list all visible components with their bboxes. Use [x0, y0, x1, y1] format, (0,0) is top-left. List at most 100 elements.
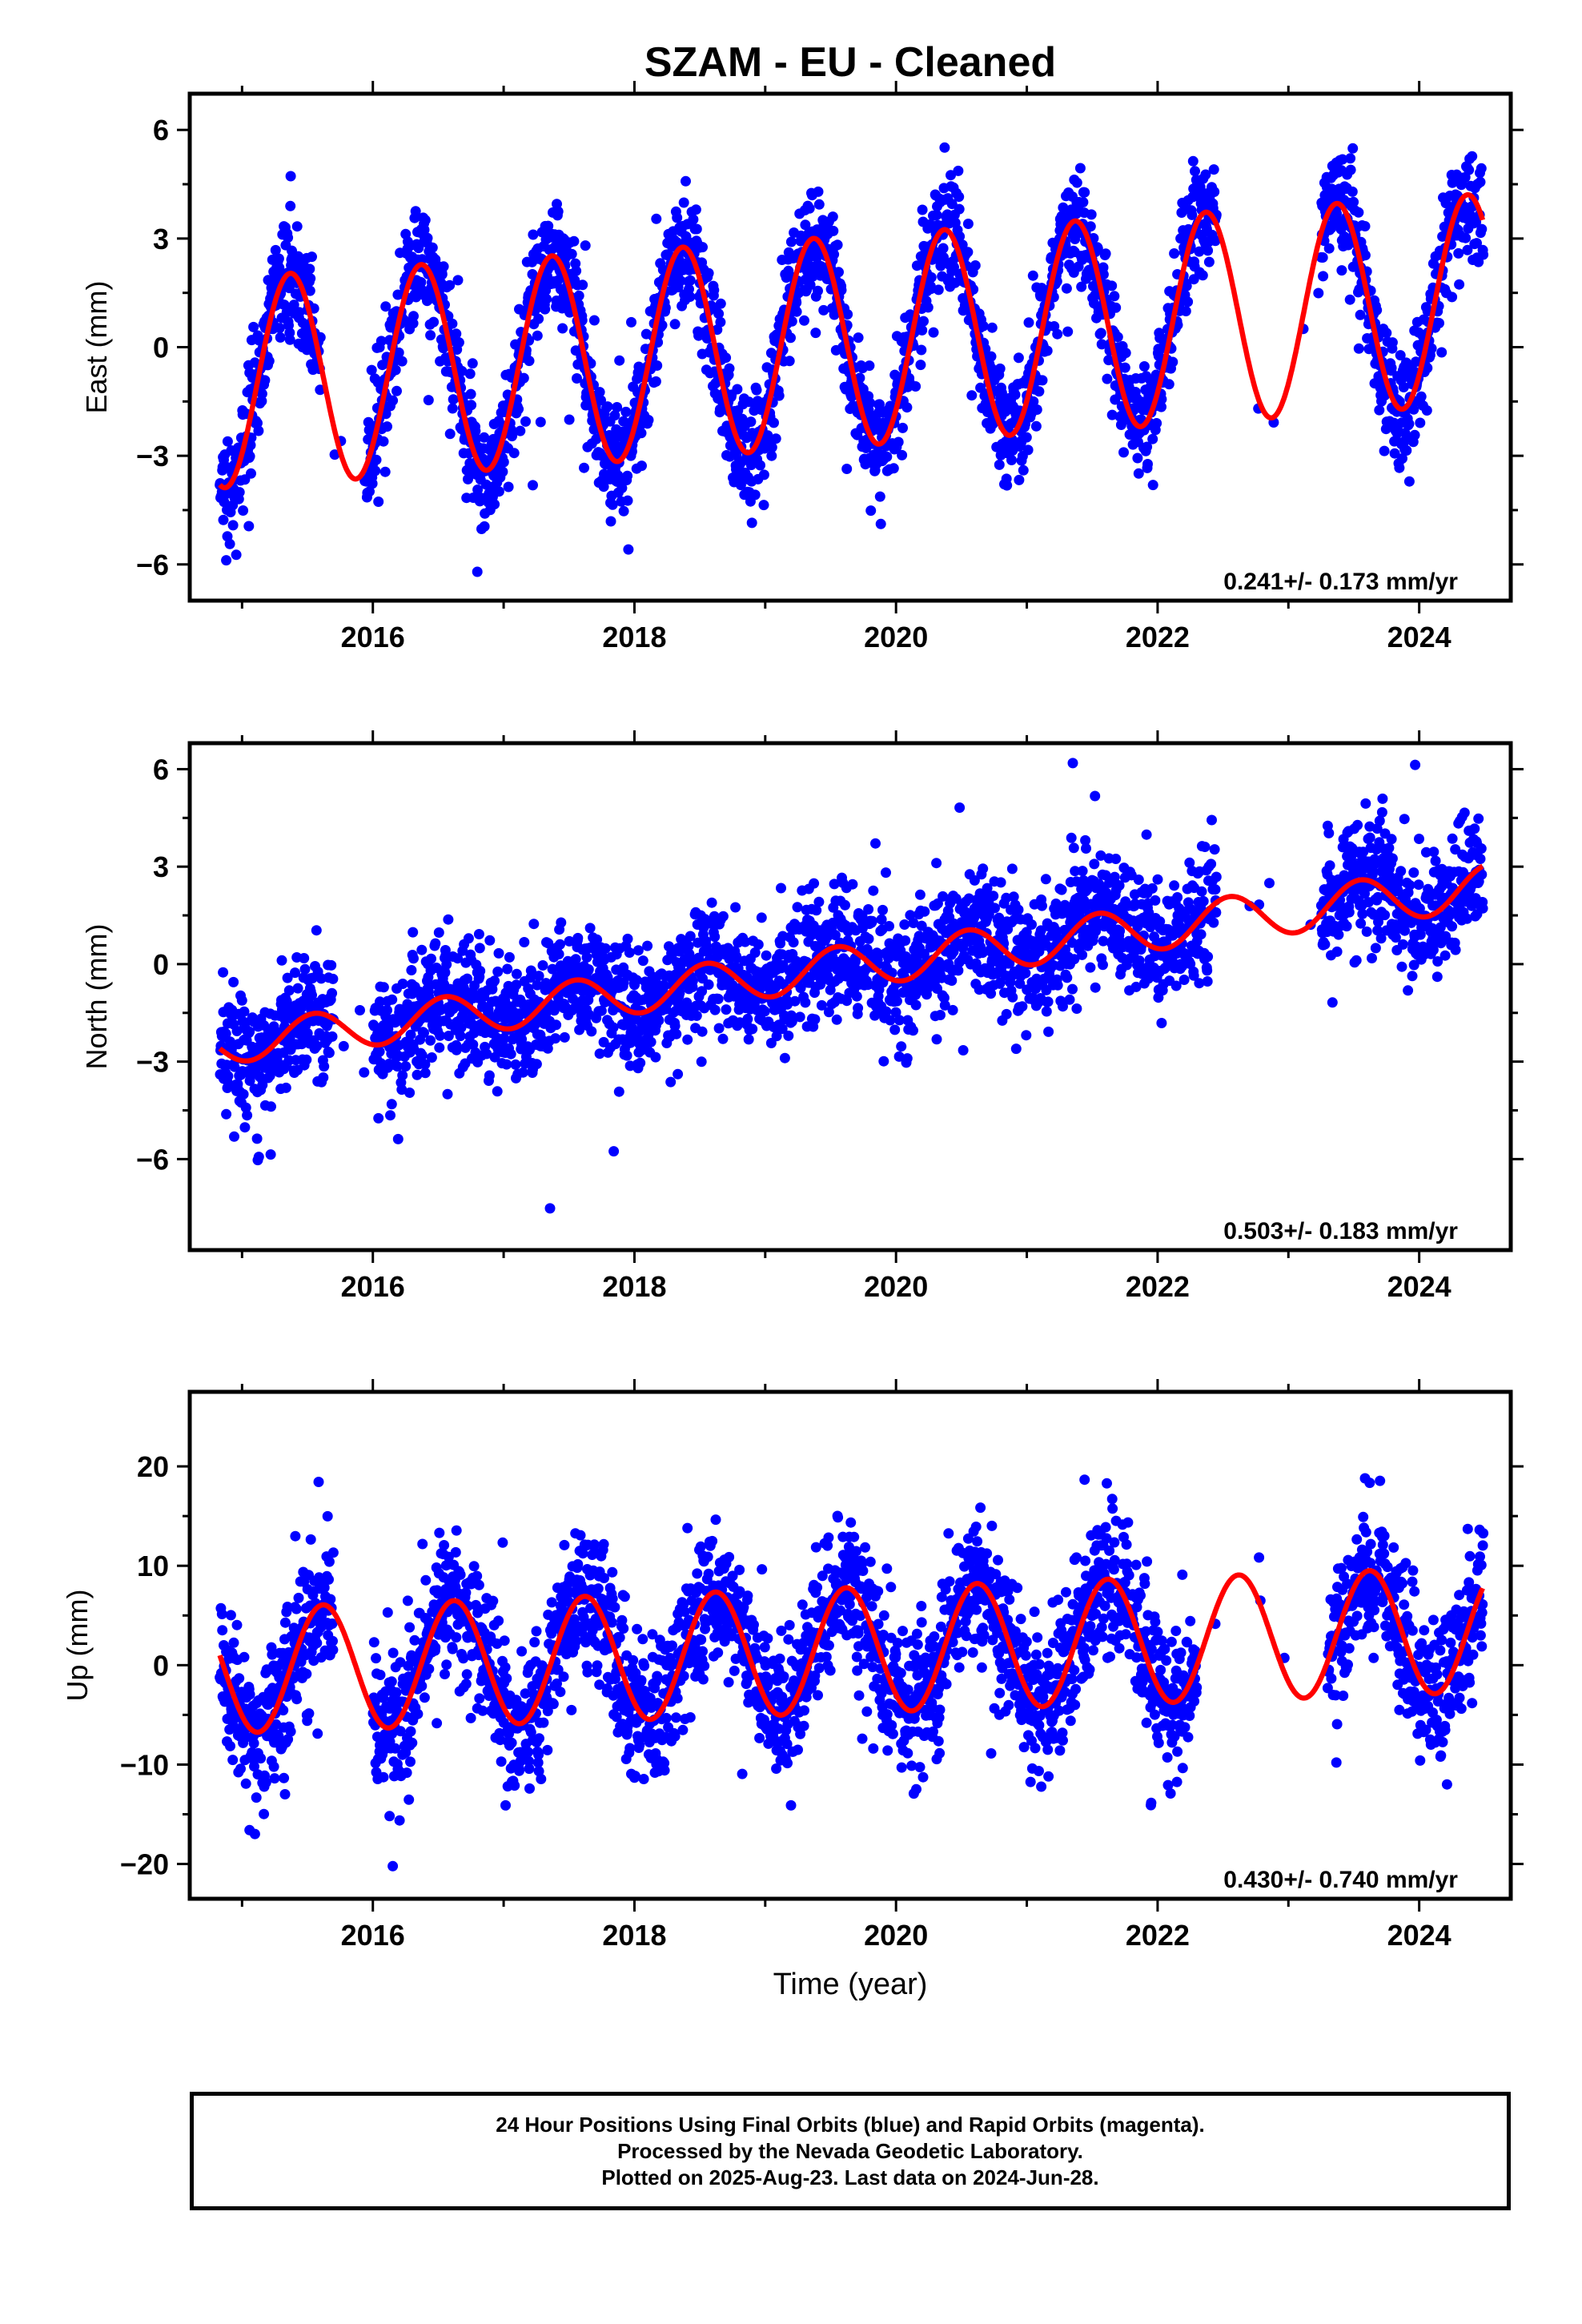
data-point [813, 199, 825, 210]
data-point [307, 251, 317, 263]
data-point [939, 142, 950, 153]
data-point [914, 889, 926, 900]
data-point [555, 939, 565, 950]
data-point [681, 175, 691, 187]
data-point [1085, 221, 1096, 232]
data-point [420, 215, 431, 226]
data-point [564, 414, 575, 425]
data-point [622, 933, 633, 944]
data-point [568, 235, 580, 247]
data-point [962, 219, 974, 229]
data-point [396, 1084, 408, 1096]
data-point [691, 223, 702, 235]
data-point [877, 904, 888, 915]
data-point [532, 979, 543, 991]
data-point [246, 468, 256, 479]
data-point [584, 923, 596, 934]
data-point [833, 267, 844, 278]
data-point [1017, 1001, 1028, 1012]
data-point [220, 1028, 231, 1039]
data-point [935, 1010, 946, 1020]
data-point [327, 973, 339, 984]
data-point [259, 375, 271, 386]
data-point [427, 242, 438, 253]
data-point [665, 1076, 677, 1088]
data-point [231, 1026, 243, 1036]
data-point [531, 1059, 542, 1070]
data-point [1042, 996, 1054, 1007]
data-point [492, 1086, 503, 1097]
data-point [592, 934, 603, 945]
data-point [596, 395, 606, 406]
data-point [1203, 245, 1214, 256]
data-point [1326, 223, 1337, 234]
data-point [1186, 209, 1198, 220]
data-point [799, 315, 809, 326]
data-point [570, 954, 581, 965]
data-point [709, 1004, 721, 1015]
data-point [481, 1048, 492, 1059]
data-point [761, 950, 772, 961]
data-point [1167, 356, 1178, 368]
data-point [497, 466, 508, 477]
data-point [1187, 155, 1199, 167]
data-point [773, 390, 785, 401]
data-point [368, 1020, 379, 1031]
data-point [650, 1051, 661, 1063]
data-point [623, 544, 634, 555]
data-point [900, 935, 911, 946]
data-point [238, 505, 249, 516]
data-point [1182, 296, 1194, 308]
data-point [766, 442, 777, 453]
data-point [263, 356, 275, 367]
data-point [1464, 164, 1475, 175]
data-point [931, 210, 942, 220]
data-point [706, 897, 717, 908]
data-point [878, 1055, 889, 1067]
data-point [1348, 196, 1359, 207]
y-tick-label: 0 [153, 332, 169, 364]
data-point [889, 1024, 901, 1035]
data-point [785, 236, 797, 247]
data-point [786, 316, 797, 327]
data-point [620, 406, 632, 417]
data-point [1095, 328, 1106, 339]
data-point [479, 432, 490, 443]
data-point [1013, 904, 1024, 915]
x-tick-label: 2022 [1126, 621, 1190, 653]
data-point [374, 1046, 385, 1057]
data-point [792, 902, 803, 913]
data-point [996, 388, 1007, 398]
data-point [946, 975, 958, 986]
data-point [408, 927, 419, 938]
data-point [742, 1013, 753, 1024]
data-point [626, 316, 636, 328]
data-point [864, 360, 875, 372]
data-point [463, 933, 474, 944]
data-point [515, 425, 526, 436]
data-point [222, 436, 233, 447]
data-point [749, 489, 761, 501]
data-point [1478, 249, 1489, 260]
data-point [608, 1022, 619, 1033]
data-point [607, 499, 618, 510]
data-point [503, 481, 514, 493]
data-point [1374, 404, 1385, 416]
data-point [1476, 223, 1488, 235]
data-point [758, 500, 769, 511]
data-point [256, 388, 267, 400]
data-point [1071, 177, 1082, 188]
data-point [473, 929, 484, 939]
data-point [510, 1059, 521, 1070]
data-point [416, 1050, 428, 1061]
data-point [568, 993, 579, 1004]
data-point [528, 919, 540, 930]
data-point [697, 1026, 708, 1037]
data-point [1156, 401, 1166, 412]
data-point [713, 993, 724, 1004]
data-point [614, 355, 625, 366]
data-point [1034, 386, 1045, 397]
data-point [472, 566, 483, 577]
data-point [1062, 326, 1074, 337]
